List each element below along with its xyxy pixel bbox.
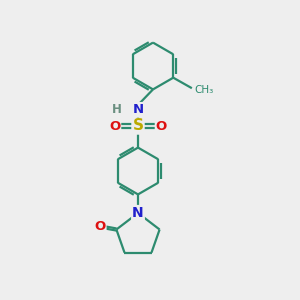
Text: N: N	[132, 103, 144, 116]
Text: S: S	[133, 118, 143, 134]
Text: H: H	[112, 103, 121, 116]
Text: O: O	[109, 119, 120, 133]
Text: O: O	[156, 119, 167, 133]
Text: N: N	[132, 206, 144, 220]
Text: CH₃: CH₃	[194, 85, 213, 95]
Text: O: O	[94, 220, 106, 233]
